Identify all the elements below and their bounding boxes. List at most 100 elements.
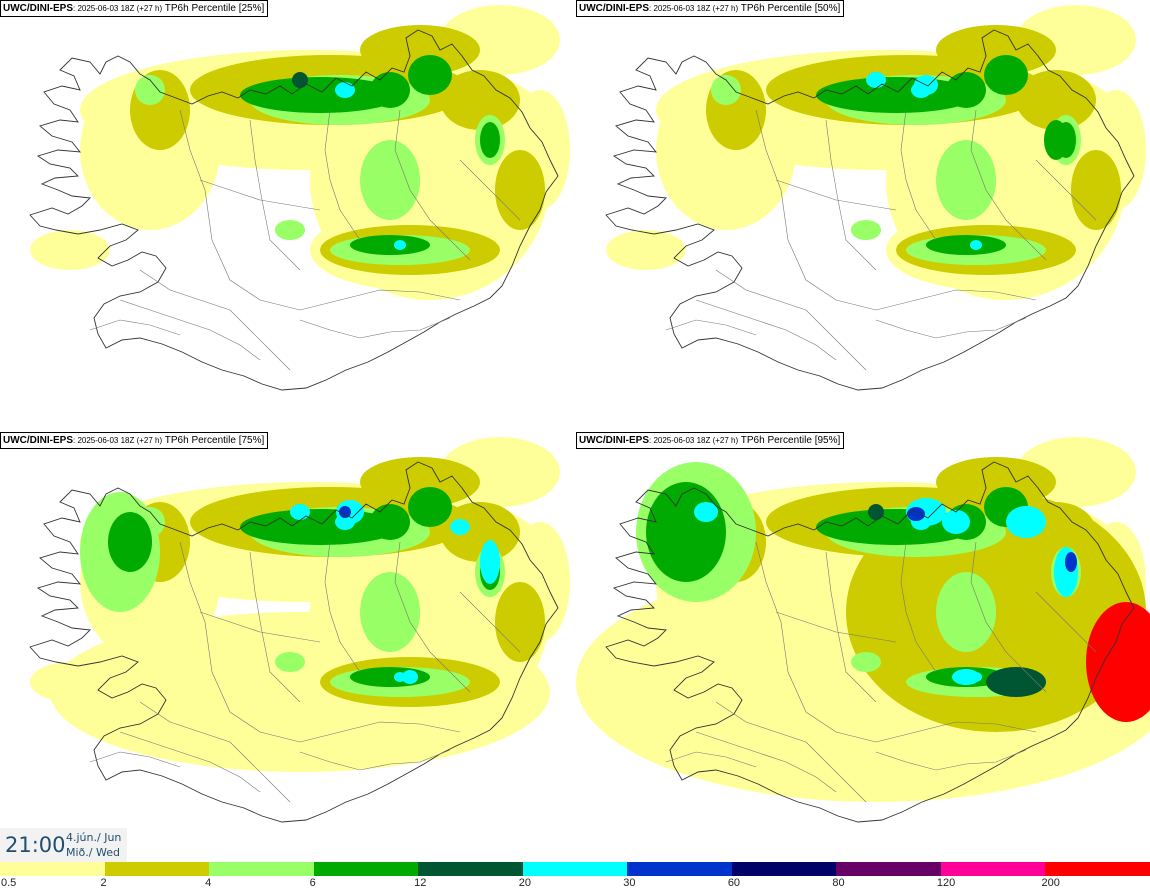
panel-title: UWC/DINI-EPS: 2025-06-03 18Z (+27 h) TP6… [576, 432, 845, 449]
color-legend: 0.5 2 4 6 12 20 30 60 80 120 200 [0, 862, 1150, 891]
run-info: : 2025-06-03 18Z (+27 h) [73, 436, 163, 445]
precip-blob [866, 72, 886, 88]
precip-blob [1086, 602, 1150, 722]
run-info: : 2025-06-03 18Z (+27 h) [649, 4, 739, 13]
legend-swatch [627, 862, 733, 876]
precip-blob [686, 150, 766, 210]
boundary-line [900, 541, 937, 673]
precip-blob [275, 652, 305, 672]
model-name: UWC/DINI-EPS [579, 3, 649, 14]
precip-map [29, 437, 570, 823]
precip-blob [135, 75, 165, 105]
legend-swatch [104, 862, 211, 876]
precip-blob [984, 55, 1028, 95]
legend-swatch [313, 862, 420, 876]
precip-blob [292, 72, 308, 88]
precip-blob [30, 230, 110, 270]
boundary-line [755, 109, 1037, 311]
precip-blob [936, 25, 1056, 75]
precip-blob [851, 652, 881, 672]
valid-time-box: 21:00 4.jún./ Jun Mið./ Wed [0, 828, 127, 862]
precip-blob [868, 504, 884, 520]
precip-map [605, 5, 1146, 391]
precip-blob [1044, 120, 1068, 160]
boundary-line [970, 109, 1047, 261]
boundary-line [695, 731, 837, 793]
precip-blob [360, 572, 420, 652]
map-panel-p95: UWC/DINI-EPS: 2025-06-03 18Z (+27 h) TP6… [576, 432, 1150, 862]
boundary-line [199, 611, 321, 643]
coastline [29, 29, 559, 391]
map-panel-p25: UWC/DINI-EPS: 2025-06-03 18Z (+27 h) TP6… [0, 0, 574, 430]
legend-label: 200 [1041, 877, 1060, 889]
boundary-line [249, 551, 301, 703]
boundary-line [394, 109, 471, 261]
map-panel-p50: UWC/DINI-EPS: 2025-06-03 18Z (+27 h) TP6… [576, 0, 1150, 430]
precip-map [29, 5, 570, 391]
precip-blob [408, 487, 452, 527]
precip-blob [1016, 70, 1096, 130]
precip-blob [495, 582, 545, 662]
boundary-line [775, 611, 897, 643]
precip-blob [711, 75, 741, 105]
boundary-line [875, 317, 1027, 339]
boundary-line [459, 159, 521, 221]
precip-blob [50, 612, 550, 772]
precip-blob [408, 55, 452, 95]
variable-label: TP6h Percentile [95%] [738, 435, 841, 446]
legend-label: 80 [832, 877, 845, 889]
boundary-line [299, 317, 451, 339]
precip-blob [970, 240, 982, 250]
boundary-line [324, 109, 361, 241]
boundary-line [825, 551, 877, 703]
boundary-line [1035, 591, 1097, 653]
legend-label: 2 [100, 877, 107, 889]
run-info: : 2025-06-03 18Z (+27 h) [649, 436, 739, 445]
boundary-line [715, 701, 867, 803]
boundary-line [119, 731, 261, 793]
precip-blob [110, 150, 190, 210]
variable-label: TP6h Percentile [50%] [738, 3, 841, 14]
precip-blob [606, 230, 686, 270]
legend-swatch [418, 862, 524, 876]
precip-blob [350, 235, 430, 255]
boundary-line [139, 269, 291, 371]
model-name: UWC/DINI-EPS [3, 3, 73, 14]
legend-swatch [522, 862, 629, 876]
precip-blob [1006, 506, 1046, 538]
boundary-line [825, 119, 877, 271]
precip-blob [952, 669, 980, 685]
precip-blob [936, 572, 996, 652]
coastline [605, 461, 1135, 823]
boundary-line [665, 319, 757, 336]
precip-blob [495, 150, 545, 230]
precip-blob [942, 510, 970, 534]
legend-label: 30 [623, 877, 636, 889]
precip-blob [907, 507, 925, 521]
boundary-line [179, 541, 461, 743]
precip-blob [450, 519, 470, 535]
boundary-line [775, 179, 897, 211]
precip-blob [290, 504, 310, 520]
precip-blob [275, 220, 305, 240]
legend-label: 4 [205, 877, 212, 889]
boundary-line [970, 541, 1047, 693]
panel-title: UWC/DINI-EPS: 2025-06-03 18Z (+27 h) TP6… [0, 0, 269, 17]
panel-title: UWC/DINI-EPS: 2025-06-03 18Z (+27 h) TP6… [576, 0, 845, 17]
precip-blob [360, 25, 480, 75]
precip-blob [360, 140, 420, 220]
coastline [29, 461, 559, 823]
precip-blob [108, 512, 152, 572]
boundary-line [715, 269, 867, 371]
legend-label: 6 [309, 877, 316, 889]
precip-blob [370, 72, 410, 108]
legend-label: 120 [936, 877, 956, 889]
boundary-line [1035, 159, 1097, 221]
variable-label: TP6h Percentile [75%] [162, 435, 265, 446]
precip-blob [936, 140, 996, 220]
boundary-line [900, 109, 937, 241]
precip-blob [440, 70, 520, 130]
valid-time: 21:00 [5, 833, 66, 857]
boundary-line [394, 541, 471, 693]
precip-blob [360, 457, 480, 507]
